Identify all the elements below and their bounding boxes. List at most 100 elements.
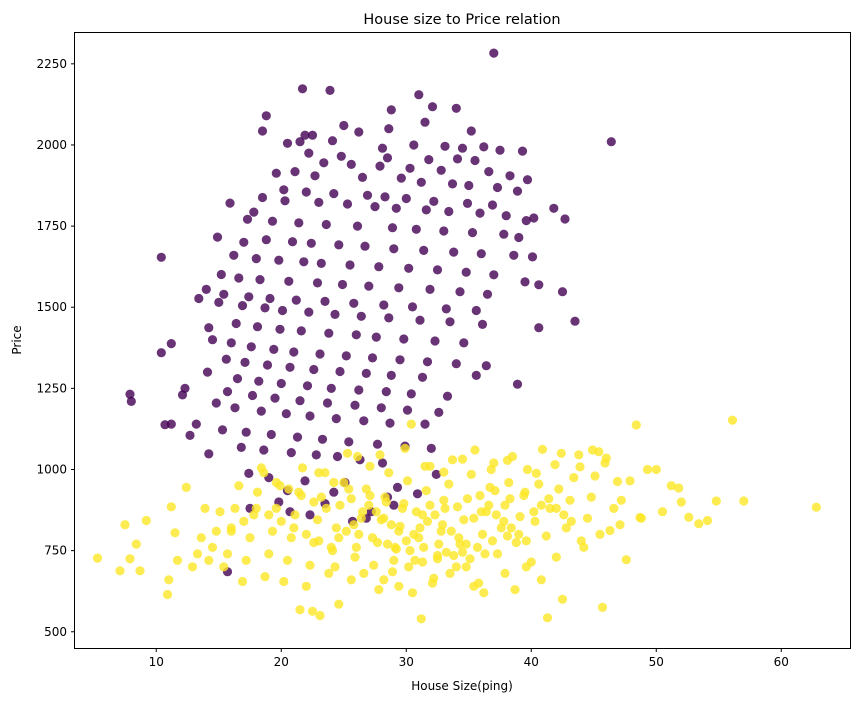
scatter-point-series-1 [222, 387, 233, 397]
scatter-point-series-1 [426, 443, 436, 453]
scatter-point-series-2 [115, 566, 125, 576]
scatter-point-series-1 [424, 155, 434, 165]
scatter-point-series-1 [560, 214, 570, 224]
scatter-point-series-2 [296, 490, 306, 501]
scatter-point-series-2 [404, 562, 414, 572]
scatter-point-series-1 [361, 368, 371, 378]
scatter-point-series-1 [300, 130, 310, 140]
scatter-point-series-1 [337, 279, 348, 290]
scatter-point-series-1 [256, 406, 266, 416]
scatter-point-series-2 [379, 513, 389, 523]
y-tick-label: 500 [44, 625, 67, 639]
scatter-point-series-1 [261, 235, 271, 245]
scatter-point-series-2 [356, 513, 366, 523]
scatter-point-series-1 [216, 269, 226, 280]
scatter-point-series-2 [609, 503, 619, 513]
scatter-point-series-1 [217, 425, 228, 435]
scatter-point-series-1 [471, 370, 481, 380]
scatter-point-series-1 [319, 158, 329, 168]
scatter-point-series-1 [404, 263, 414, 273]
scatter-point-series-1 [420, 117, 430, 127]
scatter-point-series-2 [215, 507, 225, 517]
scatter-point-series-1 [254, 376, 264, 386]
scatter-point-series-2 [207, 542, 218, 553]
scatter-point-series-2 [289, 523, 299, 533]
scatter-point-series-1 [185, 430, 195, 440]
scatter-point-series-1 [317, 434, 328, 444]
scatter-point-series-2 [454, 533, 464, 543]
scatter-point-series-2 [276, 516, 286, 527]
scatter-point-series-1 [439, 226, 449, 236]
scatter-point-series-1 [436, 165, 446, 175]
scatter-point-series-1 [376, 403, 386, 413]
scatter-point-series-1 [392, 482, 403, 492]
scatter-point-series-1 [352, 221, 363, 231]
scatter-point-series-2 [530, 516, 540, 527]
scatter-point-series-2 [597, 602, 608, 613]
scatter-point-series-2 [279, 576, 289, 587]
scatter-point-series-1 [335, 366, 345, 377]
scatter-point-series-1 [482, 289, 493, 299]
scatter-point-series-2 [636, 513, 646, 523]
scatter-point-series-1 [447, 179, 458, 189]
scatter-point-series-2 [569, 473, 579, 483]
scatter-point-series-2 [575, 462, 585, 472]
scatter-point-series-1 [265, 293, 275, 304]
scatter-point-series-1 [240, 357, 250, 367]
scatter-point-series-1 [445, 317, 455, 327]
scatter-point-series-2 [475, 490, 485, 501]
scatter-point-series-1 [320, 296, 330, 306]
scatter-point-series-2 [491, 510, 501, 520]
scatter-point-series-1 [202, 367, 213, 377]
scatter-point-series-2 [350, 552, 360, 562]
x-tick-label: 20 [274, 655, 289, 669]
scatter-point-series-1 [350, 400, 360, 410]
scatter-point-series-1 [357, 172, 368, 182]
scatter-point-series-1 [419, 245, 429, 255]
scatter-point-series-1 [275, 324, 285, 334]
scatter-point-series-1 [339, 120, 349, 131]
scatter-point-series-2 [187, 562, 198, 572]
scatter-point-series-1 [389, 244, 399, 254]
scatter-point-series-1 [509, 250, 519, 260]
scatter-point-series-1 [430, 336, 440, 346]
scatter-point-series-1 [334, 240, 344, 250]
scatter-point-series-1 [316, 258, 326, 268]
scatter-point-series-1 [442, 391, 453, 401]
scatter-point-series-2 [389, 555, 399, 566]
scatter-point-series-1 [457, 143, 468, 153]
scatter-point-series-2 [479, 588, 489, 598]
scatter-point-series-1 [416, 177, 426, 187]
scatter-point-series-1 [156, 348, 166, 358]
scatter-point-series-1 [336, 151, 346, 161]
scatter-point-series-1 [402, 405, 413, 415]
scatter-point-series-1 [246, 342, 256, 352]
scatter-point-series-1 [257, 126, 268, 136]
scatter-point-series-1 [325, 85, 335, 95]
scatter-point-series-1 [377, 143, 388, 153]
scatter-point-series-2 [135, 566, 145, 576]
scatter-point-series-1 [512, 379, 523, 389]
scatter-point-series-2 [550, 460, 560, 470]
scatter-point-series-2 [131, 539, 141, 549]
scatter-point-series-1 [385, 418, 395, 428]
scatter-point-series-2 [666, 481, 676, 491]
scatter-point-series-2 [586, 492, 596, 502]
scatter-point-series-1 [451, 103, 461, 113]
scatter-point-series-1 [290, 167, 300, 177]
scatter-point-series-1 [499, 229, 509, 239]
scatter-point-series-1 [297, 84, 308, 94]
scatter-point-series-1 [204, 449, 214, 459]
scatter-point-series-1 [255, 275, 265, 285]
scatter-point-series-1 [267, 216, 278, 226]
scatter-point-series-2 [196, 533, 206, 543]
scatter-point-series-1 [266, 429, 276, 440]
scatter-point-series-2 [739, 496, 749, 506]
scatter-point-series-1 [401, 193, 411, 204]
scatter-point-series-1 [315, 349, 325, 359]
scatter-point-series-2 [394, 581, 404, 591]
y-tick-label: 2000 [36, 138, 67, 152]
scatter-point-series-1 [327, 136, 338, 146]
scatter-point-series-2 [590, 471, 600, 481]
scatter-point-series-2 [329, 477, 339, 488]
